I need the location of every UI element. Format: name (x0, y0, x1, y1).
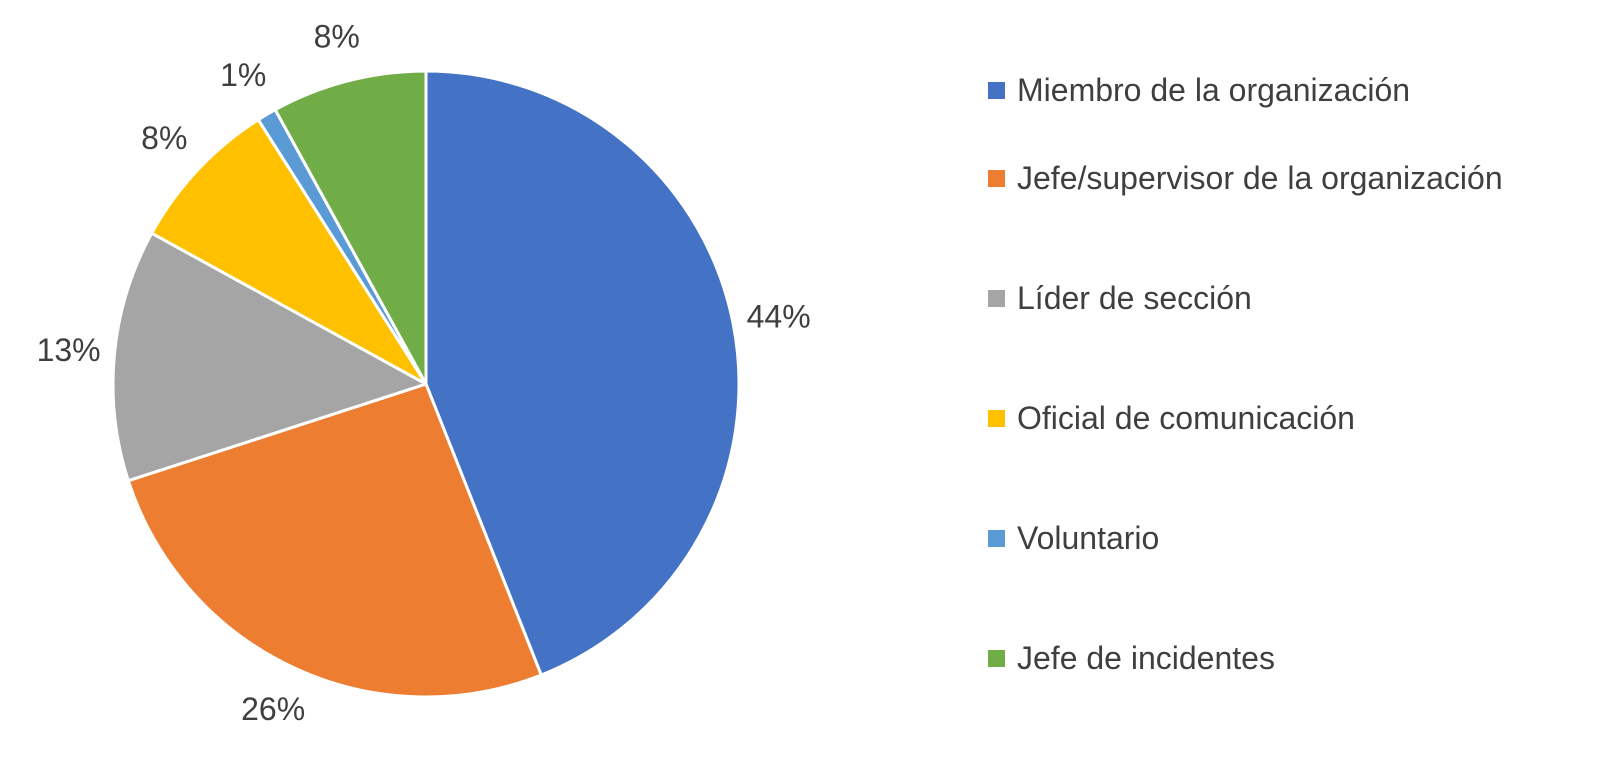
pie-slice-miembro (424, 69, 741, 677)
data-label-miembro: 44% (747, 299, 811, 335)
legend-item-miembro: Miembro de la organización (988, 62, 1588, 118)
pie-data-labels: 44% 26% 13% 8% 1% 8% (37, 18, 811, 727)
data-label-oficial-comunicacion: 8% (141, 120, 187, 156)
legend-label-oficial-comunicacion: Oficial de comunicación (1017, 399, 1355, 436)
legend-item-lider-seccion: Líder de sección (988, 238, 1588, 358)
legend-swatch-miembro (988, 81, 1005, 99)
legend-swatch-jefe-incidentes (988, 649, 1005, 667)
data-label-lider-seccion: 13% (37, 332, 101, 368)
pie-slice-lider-seccion (111, 231, 428, 483)
legend-label-miembro: Miembro de la organización (1017, 71, 1411, 108)
legend-swatch-oficial-comunicacion (988, 409, 1005, 427)
legend-label-lider-seccion: Líder de sección (1017, 279, 1252, 316)
data-label-jefe-incidentes: 8% (314, 18, 360, 54)
pie-slice-jefe-supervisor (126, 382, 543, 699)
pie-slice-jefe-incidentes (273, 69, 428, 386)
legend-item-oficial-comunicacion: Oficial de comunicación (988, 358, 1588, 478)
pie-slices (111, 69, 741, 699)
chart-legend: Miembro de la organización Jefe/supervis… (988, 62, 1588, 718)
legend-item-voluntario: Voluntario (988, 478, 1588, 598)
data-label-voluntario: 1% (220, 57, 266, 93)
legend-label-jefe-incidentes: Jefe de incidentes (1017, 639, 1275, 676)
legend-swatch-voluntario (988, 529, 1005, 547)
legend-swatch-jefe-supervisor (988, 169, 1005, 187)
legend-swatch-lider-seccion (988, 289, 1005, 307)
data-label-jefe-supervisor: 26% (241, 691, 305, 727)
pie-slice-oficial-comunicacion (150, 118, 428, 386)
legend-label-voluntario: Voluntario (1017, 519, 1160, 556)
legend-item-jefe-supervisor: Jefe/supervisor de la organización (988, 118, 1588, 238)
legend-item-jefe-incidentes: Jefe de incidentes (988, 598, 1588, 718)
legend-label-jefe-supervisor: Jefe/supervisor de la organización (1017, 159, 1503, 196)
